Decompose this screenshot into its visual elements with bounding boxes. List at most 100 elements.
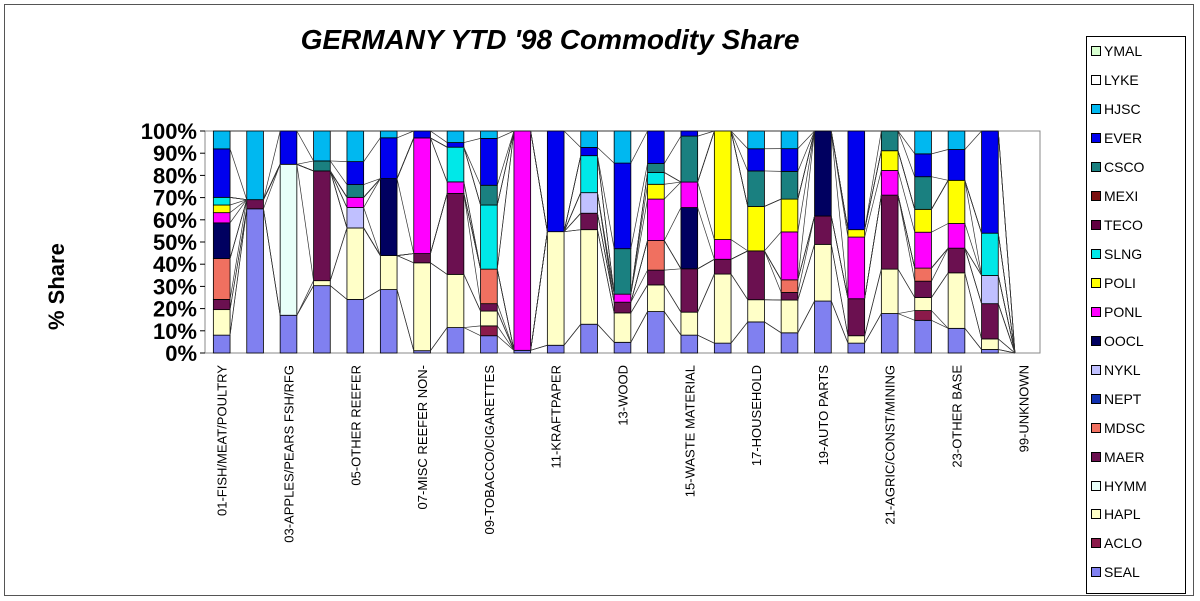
series-line-poli	[964, 180, 982, 276]
bar-segment-hapl	[847, 335, 866, 344]
series-line-ever	[563, 130, 581, 148]
series-line-ymal	[997, 130, 1016, 354]
bar-segment-ever	[847, 130, 866, 231]
bar-segment-maer	[647, 269, 665, 286]
series-line-nykl	[797, 215, 815, 280]
y-tick-label: 30%	[153, 274, 197, 299]
y-tick-label: 10%	[153, 319, 197, 344]
bar-segment-maer	[480, 303, 498, 312]
legend-item-hapl: HAPL	[1091, 504, 1141, 524]
series-line-ever	[330, 160, 347, 162]
bar-segment-seal	[580, 323, 598, 354]
bar-segment-oocl	[379, 178, 398, 256]
x-tick-label: 09-TOBACCO/CIGARETTES	[482, 365, 497, 535]
series-line-hymm	[430, 262, 448, 275]
series-line-mexi	[931, 180, 949, 210]
bar-segment-hapl	[780, 299, 799, 334]
bar-segment-slng	[647, 172, 665, 185]
bar-segment-csco	[880, 130, 899, 152]
x-tick-label: 99-UNKNOWN	[1016, 365, 1031, 452]
legend-label: OOCL	[1104, 332, 1144, 349]
bar-segment-maer	[814, 215, 832, 245]
bar-segment-csco	[313, 160, 331, 172]
bar-segment-slng	[480, 204, 498, 270]
legend-item-teco: TECO	[1091, 215, 1143, 235]
bar-segment-hjsc	[313, 130, 331, 162]
series-line-ever	[396, 130, 414, 139]
series-line-hymm	[396, 255, 414, 264]
chart-title: GERMANY YTD '98 Commodity Share	[300, 24, 800, 55]
series-line-aclo	[396, 289, 415, 351]
bar-segment-csco	[647, 163, 665, 173]
series-line-ponl	[797, 130, 815, 232]
legend-item-aclo: ACLO	[1091, 533, 1142, 553]
series-line-nykl	[229, 199, 248, 259]
bar-segment-hapl	[413, 262, 431, 352]
series-line-mexi	[664, 172, 682, 183]
bar-segment-maer	[212, 299, 231, 311]
bar-segment-hjsc	[379, 130, 398, 139]
series-line-aclo	[363, 289, 381, 300]
series-line-csco	[997, 233, 1016, 354]
bar-segment-nykl	[981, 275, 999, 305]
y-tick-label: 80%	[153, 163, 197, 188]
series-line-nept	[964, 248, 982, 304]
x-tick-label: 01-FISH/MEAT/POULTRY	[215, 365, 230, 516]
series-line-aclo	[764, 321, 782, 334]
series-line-hymm	[463, 274, 481, 312]
series-line-poli	[496, 130, 515, 270]
bar-segment-hapl	[647, 284, 665, 312]
bar-segment-csco	[346, 184, 365, 198]
series-line-csco	[230, 196, 247, 201]
series-line-csco	[730, 130, 749, 172]
bar-segment-csco	[480, 184, 498, 206]
series-line-ever	[229, 148, 248, 200]
series-line-aclo	[496, 325, 515, 351]
bar-segment-poli	[780, 198, 799, 233]
series-line-nykl	[697, 258, 715, 270]
series-line-hapl	[296, 280, 314, 316]
series-line-ponl	[964, 223, 982, 276]
bar-segment-seal	[513, 349, 532, 354]
series-line-ever	[897, 130, 916, 155]
bar-segment-maer	[780, 292, 799, 301]
bar-segment-hjsc	[613, 130, 632, 164]
legend-swatch	[1091, 393, 1101, 404]
series-line-aclo	[630, 311, 648, 343]
series-line-nept	[363, 227, 381, 256]
series-line-aclo	[330, 285, 348, 300]
bar-segment-hapl	[446, 273, 465, 328]
bar-segment-seal	[346, 299, 365, 354]
bar-segment-seal	[747, 321, 765, 354]
legend-label: HYMM	[1104, 477, 1147, 494]
series-line-ever	[630, 130, 648, 164]
bar-segment-ever	[680, 130, 699, 137]
series-line-aclo	[430, 327, 448, 351]
bar-segment-mdsc	[780, 279, 799, 293]
legend-swatch	[1091, 103, 1101, 114]
bar-segment-csco	[780, 170, 799, 200]
legend-item-nykl: NYKL	[1091, 360, 1141, 380]
x-tick-label: 21-AGRIC/CONST/MINING	[883, 365, 898, 525]
series-line-oocl	[830, 130, 849, 299]
bar-segment-mdsc	[914, 267, 932, 282]
y-tick-label: 0%	[165, 341, 197, 366]
legend-item-ymal: YMAL	[1091, 41, 1142, 61]
series-line-oocl	[463, 193, 481, 270]
bar-segment-oocl	[212, 222, 231, 259]
series-line-nykl	[397, 253, 414, 256]
bar-segment-aclo	[480, 325, 498, 337]
series-line-hymm	[663, 284, 682, 313]
bar-segment-ever	[279, 130, 298, 165]
series-line-aclo	[931, 310, 949, 329]
bar-segment-ever	[747, 148, 765, 172]
legend-label: TECO	[1104, 216, 1143, 233]
bar-segment-hapl	[747, 299, 765, 323]
series-line-oocl	[797, 130, 815, 280]
x-tick-label: 07-MISC REEFER NON-	[415, 365, 430, 509]
series-line-hapl	[263, 208, 281, 316]
bar-segment-maer	[880, 194, 899, 270]
series-line-ponl	[697, 181, 715, 240]
series-line-ever	[497, 130, 515, 139]
series-line-poli	[229, 199, 247, 206]
